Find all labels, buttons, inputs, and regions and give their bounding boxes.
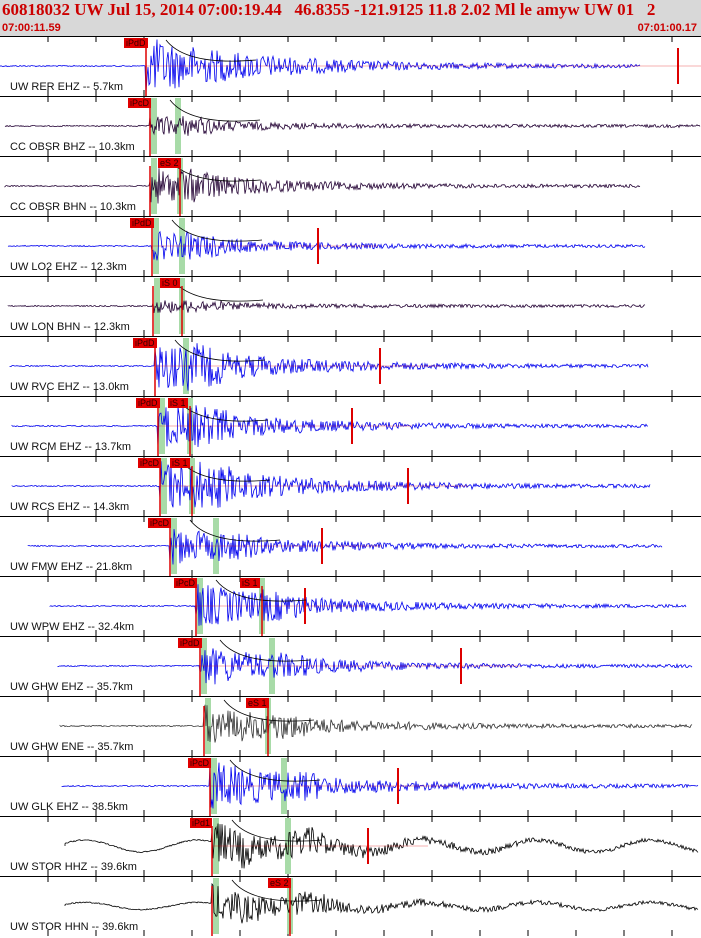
coda-fit-curve	[231, 879, 323, 902]
trace-row	[0, 156, 701, 216]
s-pick-label[interactable]: eS 2	[268, 878, 291, 888]
station-label: UW GLK EHZ -- 38.5km	[10, 801, 128, 813]
p-pick-label[interactable]: iPcD	[138, 458, 162, 468]
waveform	[59, 704, 693, 743]
trace-row	[0, 696, 701, 756]
coda-fit-curve	[174, 339, 266, 362]
trace-row	[0, 816, 701, 876]
station-label: UW LO2 EHZ -- 12.3km	[10, 261, 127, 273]
p-pick-label[interactable]: iPdD	[130, 218, 154, 228]
time-start: 07:00:11.59	[2, 22, 61, 34]
s-pick-label[interactable]: eS 2	[158, 158, 181, 168]
p-window	[205, 698, 211, 754]
station-label: UW RCS EHZ -- 14.3km	[10, 501, 130, 513]
station-label: UW FMW EHZ -- 21.8km	[10, 561, 133, 573]
coda-fit-curve	[229, 759, 321, 782]
waveform	[49, 584, 687, 626]
waveform	[64, 882, 699, 924]
p-pick-label[interactable]: iPcD	[128, 98, 152, 108]
p-pick-label[interactable]: iPd1	[190, 818, 213, 828]
waveform	[7, 230, 646, 261]
trace-row	[0, 756, 701, 816]
s-pick-label[interactable]: iS 0	[160, 278, 180, 288]
waveform	[9, 343, 649, 391]
station-label: UW LON BHN -- 12.3km	[10, 321, 130, 333]
p-pick-label[interactable]: iPdD	[178, 638, 202, 648]
event-title: 60818032 UW Jul 15, 2014 07:00:19.44 46.…	[2, 0, 656, 19]
trace-row	[0, 876, 701, 936]
trace-row	[0, 216, 701, 276]
station-label: CC OBSR BHZ -- 10.3km	[10, 141, 135, 153]
trace-row	[0, 336, 701, 396]
p-pick-label[interactable]: iPcD	[148, 518, 172, 528]
trace-row	[0, 36, 701, 96]
waveform	[11, 461, 651, 508]
station-label: UW RVC EHZ -- 13.0km	[10, 381, 129, 393]
trace-row	[0, 396, 701, 456]
coda-fit-curve	[165, 39, 257, 62]
waveform	[0, 39, 641, 94]
station-label: UW STOR HHZ -- 39.6km	[10, 861, 137, 873]
header-bar: 60818032 UW Jul 15, 2014 07:00:19.44 46.…	[0, 0, 701, 36]
waveform	[57, 648, 693, 685]
trace-labels: iPdD UW RER EHZ -- 5.7km iPcD CC OBSR BHZ -…	[0, 36, 701, 938]
waveform	[61, 762, 699, 809]
p-pick-label[interactable]: iPdD	[124, 38, 148, 48]
trace-row	[0, 276, 701, 336]
trace-row	[0, 516, 701, 576]
trace-row	[0, 96, 701, 156]
station-label: CC OBSR BHN -- 10.3km	[10, 201, 136, 213]
coda-fit-curve	[169, 99, 261, 122]
trace-canvas	[0, 36, 701, 936]
station-label: UW RCM EHZ -- 13.7km	[10, 441, 131, 453]
waveform	[27, 529, 663, 565]
coda-fit-curve	[215, 579, 307, 602]
p-window	[151, 98, 157, 154]
s-pick-label[interactable]: iS 1	[240, 578, 260, 588]
coda-fit-curve	[219, 639, 311, 662]
coda-fit-curve	[189, 519, 281, 542]
waveform	[11, 405, 649, 448]
station-label: UW RER EHZ -- 5.7km	[10, 81, 124, 93]
s-pick-label[interactable]: iS 1	[170, 458, 190, 468]
coda-fit-curve	[223, 699, 315, 722]
p-window	[213, 878, 219, 934]
trace-row	[0, 576, 701, 636]
trace-row	[0, 456, 701, 516]
p-pick-label[interactable]: iPcD	[188, 758, 212, 768]
station-label: UW GHW EHZ -- 35.7km	[10, 681, 133, 693]
p-pick-label[interactable]: iPcD	[174, 578, 198, 588]
s-pick-label[interactable]: iS 1	[168, 398, 188, 408]
station-label: UW WPW EHZ -- 32.4km	[10, 621, 135, 633]
waveform	[4, 116, 701, 136]
station-label: UW STOR HHN -- 39.6km	[10, 921, 139, 933]
waveform	[4, 168, 641, 204]
station-label: UW GHW ENE -- 35.7km	[10, 741, 134, 753]
p-pick-label[interactable]: iPdD	[136, 398, 160, 408]
s-pick-label[interactable]: eS 1	[246, 698, 269, 708]
waveform	[7, 299, 646, 314]
coda-fit-curve	[231, 819, 323, 842]
coda-fit-curve	[171, 219, 263, 242]
seismogram-panel: iPdD UW RER EHZ -- 5.7km iPcD CC OBSR BHZ -…	[0, 36, 701, 938]
time-end: 07:01:00.17	[637, 22, 697, 34]
waveform	[64, 823, 699, 869]
p-pick-label[interactable]: iPdD	[133, 338, 157, 348]
